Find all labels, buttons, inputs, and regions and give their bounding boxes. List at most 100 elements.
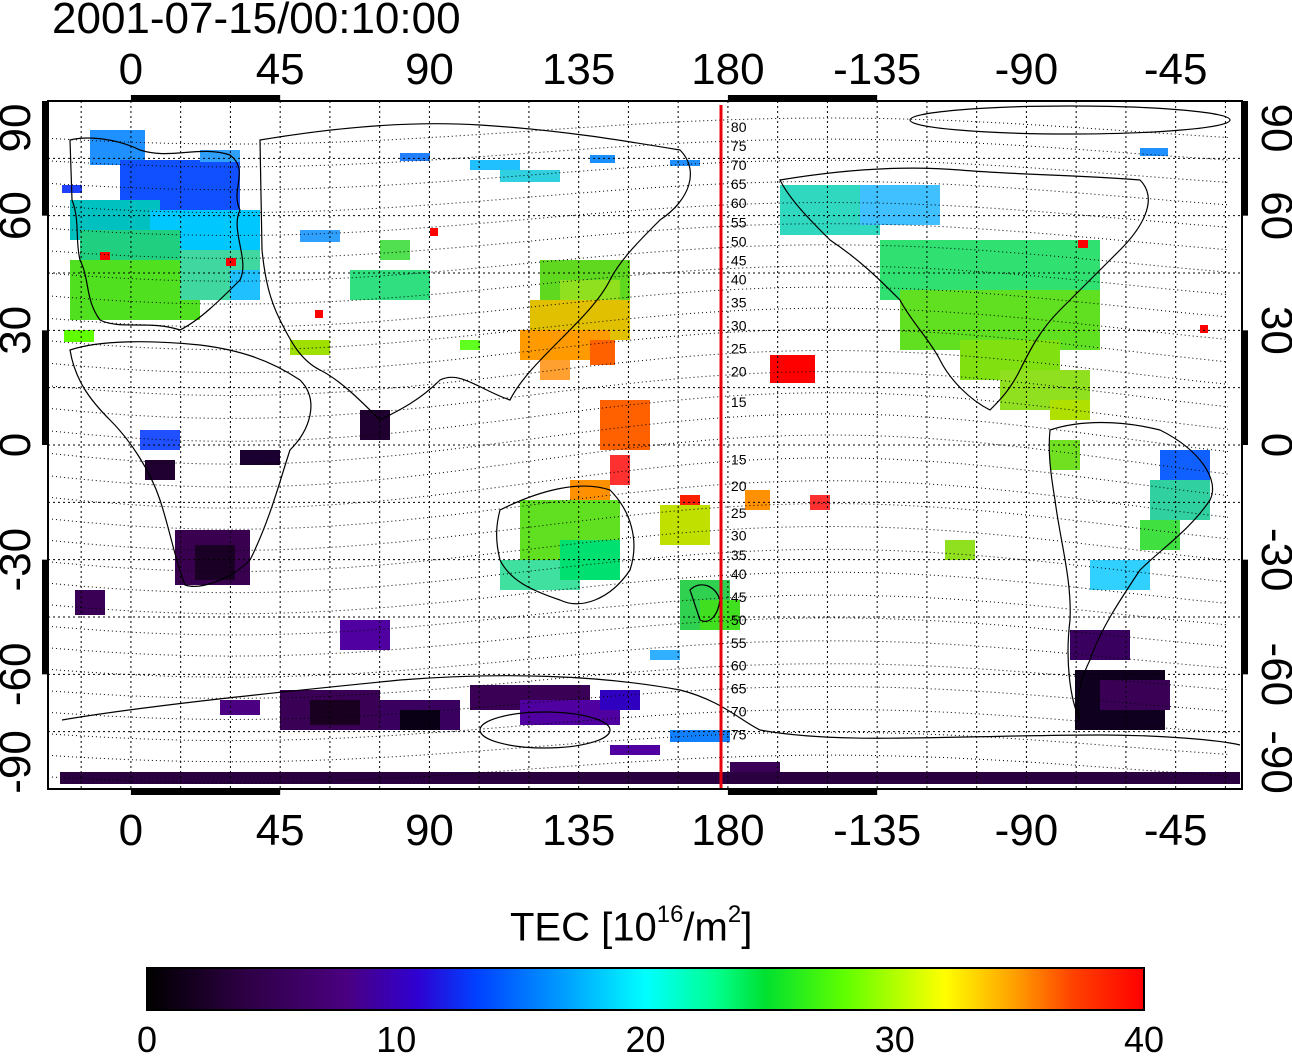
top-longitude-labels: 0 45 90 135 180 -135 -90 -45 — [119, 45, 1208, 94]
tec-region-antarctic — [60, 685, 1240, 784]
right-lat-label: 30 — [1252, 306, 1292, 355]
top-lon-label: 180 — [691, 45, 764, 94]
magnetic-contour-line — [48, 480, 1229, 530]
right-lat-label: 90 — [1252, 104, 1292, 153]
magnetic-contour-line — [48, 617, 1229, 657]
right-lat-label: -90 — [1252, 730, 1292, 794]
top-lon-label: -135 — [833, 45, 921, 94]
contour-label-south: 55 — [731, 635, 747, 651]
contour-label-south: 30 — [731, 528, 747, 544]
left-lat-label: 0 — [0, 433, 40, 457]
bottom-lon-label: 45 — [256, 806, 305, 855]
magnetic-contour-line — [48, 413, 1229, 465]
left-lat-label: -60 — [0, 643, 40, 707]
magnetic-contour-line — [48, 594, 1229, 636]
coastlines — [61, 105, 1241, 749]
magnetic-contours — [48, 117, 1229, 784]
magnetic-contour-line — [48, 138, 1229, 168]
contour-label-north: 40 — [731, 272, 747, 288]
axis-bar-top — [130, 95, 281, 101]
magnetic-contour-line — [48, 685, 1229, 721]
contour-label-south: 70 — [731, 704, 747, 720]
magnetic-contour-line — [48, 640, 1229, 678]
right-lat-label: -30 — [1252, 528, 1292, 592]
contour-label-north: 75 — [731, 138, 747, 154]
bottom-lon-label: 180 — [691, 806, 764, 855]
tec-region-asia — [290, 153, 700, 355]
top-lon-label: 0 — [119, 45, 143, 94]
top-lon-label: 135 — [542, 45, 615, 94]
axis-bar-left — [42, 330, 48, 445]
contour-label-north: 15 — [731, 394, 747, 410]
colorbar-title-exp: 16 — [656, 901, 684, 928]
contour-labels: 80 75 70 65 60 55 50 45 40 35 30 25 20 15 15 20 25 30 35 40… — [731, 119, 747, 743]
contour-label-south: 50 — [731, 612, 747, 628]
contour-label-north: 35 — [731, 295, 747, 311]
left-lat-label: 90 — [0, 104, 40, 153]
bottom-lon-label: -90 — [995, 806, 1059, 855]
magnetic-contour-line — [48, 159, 1229, 191]
axis-bar-bottom — [727, 789, 878, 795]
top-lon-label: 90 — [405, 45, 454, 94]
contour-label-south: 45 — [731, 589, 747, 605]
bottom-lon-label: 135 — [542, 806, 615, 855]
colorbar-title-unit: /m — [683, 905, 728, 950]
magnetic-contour-line — [48, 265, 1229, 305]
left-lat-label: -90 — [0, 730, 40, 794]
axis-bar-left — [42, 101, 48, 216]
top-lon-label: -90 — [995, 45, 1059, 94]
magnetic-contour-line — [48, 571, 1229, 615]
colorbar-title-close: ] — [741, 905, 753, 950]
magnetic-contour-line — [48, 434, 1229, 488]
contour-label-north: 80 — [731, 119, 747, 135]
right-latitude-labels: 90 60 30 0 -30 -60 -90 — [1252, 104, 1292, 794]
tec-region-africa — [75, 410, 390, 650]
bottom-lon-label: 90 — [405, 806, 454, 855]
contour-label-north: 55 — [731, 214, 747, 230]
top-lon-label: -45 — [1144, 45, 1208, 94]
contour-label-north: 60 — [731, 195, 747, 211]
magnetic-contour-line — [48, 548, 1229, 594]
magnetic-contour-line — [48, 349, 1229, 396]
contour-label-north: 70 — [731, 157, 747, 173]
magnetic-contour-line — [48, 457, 1229, 509]
left-lat-label: -30 — [0, 528, 40, 592]
colorbar-tick-label: 30 — [875, 1019, 915, 1057]
colorbar-title: TEC [1016/m2] — [510, 901, 753, 950]
magnetic-contour-line — [48, 371, 1229, 419]
axis-bar-left — [42, 559, 48, 675]
magnetic-contour-line — [48, 201, 1229, 237]
colorbar-title-main: TEC [10 — [510, 905, 657, 950]
magnetic-contour-line — [48, 708, 1229, 742]
axis-bar-right — [1242, 559, 1248, 675]
colorbar-title-unit-exp: 2 — [727, 901, 742, 928]
right-lat-label: -60 — [1252, 643, 1292, 707]
right-lat-label: 60 — [1252, 191, 1292, 240]
contour-label-south: 60 — [731, 658, 747, 674]
axis-bar-top — [727, 95, 878, 101]
axis-bar-right — [1242, 330, 1248, 445]
tec-region-north-america — [780, 148, 1208, 420]
tec-region-europe — [62, 130, 260, 342]
contour-label-north: 65 — [731, 176, 747, 192]
map-timestamp: 2001-07-15/00:10:00 — [52, 0, 461, 43]
bottom-longitude-labels: 0 45 90 135 180 -135 -90 -45 — [119, 806, 1208, 855]
magnetic-contour-line — [48, 503, 1229, 551]
colorbar-tick-label: 10 — [376, 1019, 416, 1057]
contour-label-north: 25 — [731, 340, 747, 356]
axis-bar-bottom — [130, 789, 281, 795]
colorbar-tick-label: 0 — [137, 1019, 157, 1057]
magnetic-contour-line — [48, 525, 1229, 572]
magnetic-contour-line — [48, 286, 1229, 328]
magnetic-contour-line — [48, 754, 1229, 784]
right-lat-label: 0 — [1252, 433, 1292, 457]
contour-label-north: 20 — [731, 363, 747, 379]
colorbar — [146, 967, 1145, 1011]
top-lon-label: 45 — [256, 45, 305, 94]
axis-bars — [42, 95, 1248, 795]
magnetic-contour-line — [48, 392, 1229, 442]
colorbar-tick-label: 20 — [625, 1019, 665, 1057]
contour-label-south: 25 — [731, 505, 747, 521]
contour-label-north: 30 — [731, 318, 747, 334]
